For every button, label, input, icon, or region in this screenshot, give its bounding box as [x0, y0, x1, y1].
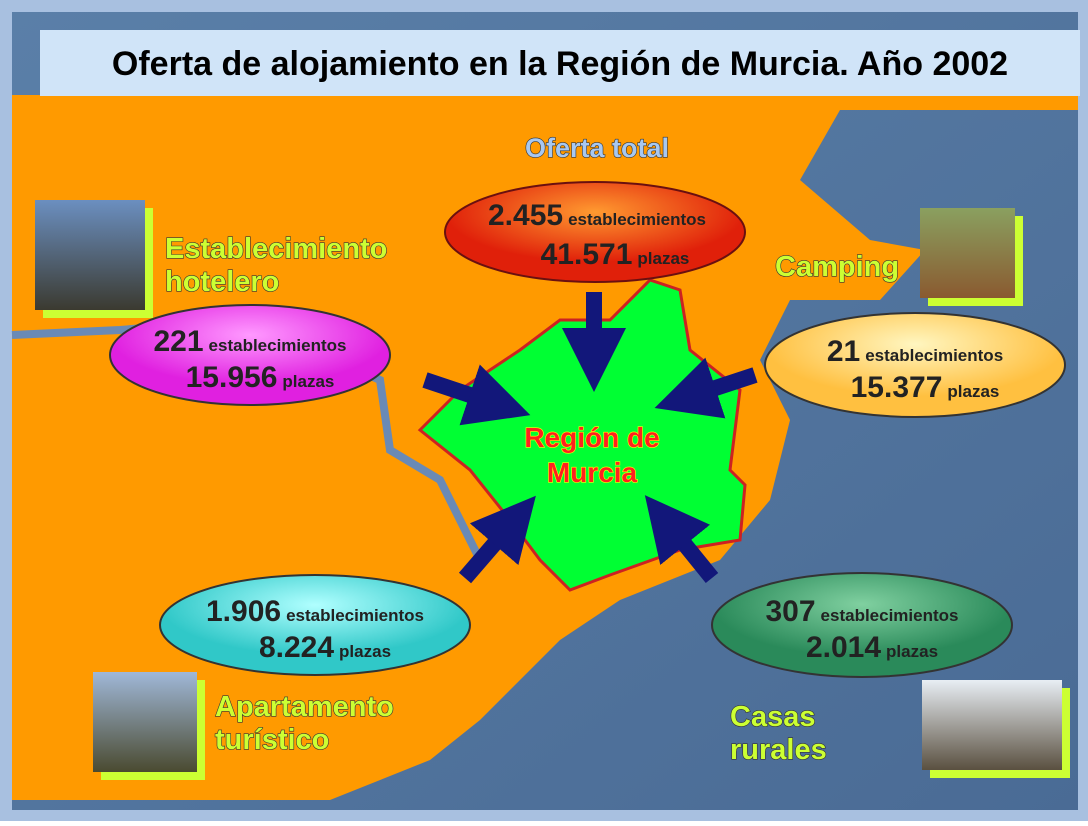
places: 8.224 plazas: [259, 631, 391, 664]
title: Oferta de alojamiento en la Región de Mu…: [112, 45, 1008, 83]
establishments: 307 establecimientos: [765, 595, 958, 628]
type-label: Casas: [730, 701, 815, 733]
type-label: turístico: [215, 724, 329, 756]
establishments: 1.906 establecimientos: [206, 595, 424, 628]
arrows: [422, 292, 758, 584]
region-label: Región de Murcia: [524, 422, 659, 488]
bubble: [109, 304, 391, 406]
places: 15.956 plazas: [186, 361, 335, 394]
type-label: Camping: [775, 251, 899, 283]
border: [11, 315, 484, 562]
places: 15.377 plazas: [851, 371, 1000, 404]
type-label: Establecimiento: [165, 233, 387, 265]
total-label: Oferta total: [525, 133, 669, 163]
photo: [93, 672, 197, 772]
establishments: 221 establecimientos: [153, 325, 346, 358]
type-label: hotelero: [165, 266, 279, 298]
photo: [922, 680, 1062, 770]
total-bubble: 2.455 establecimientos 41.571 plazas: [444, 181, 746, 283]
places: 2.014 plazas: [806, 631, 938, 664]
photo: [920, 208, 1015, 298]
type-label: Apartamento: [215, 691, 394, 723]
bubble: [711, 572, 1013, 678]
photo: [35, 200, 145, 310]
bubble: [764, 312, 1066, 418]
title-bar: [40, 30, 1080, 96]
establishments: 21 establecimientos: [827, 335, 1003, 368]
type-label: rurales: [730, 734, 827, 766]
bubble: [159, 574, 471, 676]
